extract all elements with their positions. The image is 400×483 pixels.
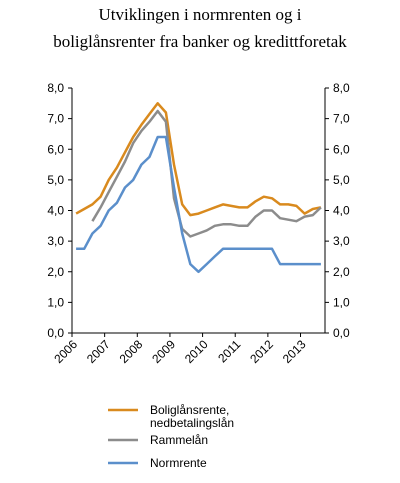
x-tick-label: 2012 <box>247 337 276 366</box>
y2-tick-label: 4,0 <box>333 204 350 218</box>
chart-title: Utviklingen i normrenten og i <box>98 5 301 24</box>
y2-tick-label: 7,0 <box>333 112 350 126</box>
y-tick-label: 2,0 <box>47 265 64 279</box>
y2-tick-label: 6,0 <box>333 142 350 156</box>
x-tick-label: 2013 <box>280 337 309 366</box>
y-tick-label: 3,0 <box>47 234 64 248</box>
series-line <box>76 135 321 274</box>
y-tick-label: 4,0 <box>47 204 64 218</box>
series-line <box>91 109 322 238</box>
series-line <box>75 102 322 217</box>
y-tick-label: 1,0 <box>47 295 64 309</box>
y2-tick-label: 5,0 <box>333 173 350 187</box>
y2-tick-label: 2,0 <box>333 265 350 279</box>
x-tick-label: 2011 <box>215 337 243 365</box>
y2-tick-label: 0,0 <box>333 326 350 340</box>
y-tick-label: 5,0 <box>47 173 64 187</box>
x-tick-label: 2008 <box>117 337 146 366</box>
y-tick-label: 0,0 <box>47 326 64 340</box>
x-tick-label: 2007 <box>84 337 113 366</box>
legend-label: Rammelån <box>150 433 208 447</box>
y2-tick-label: 1,0 <box>333 295 350 309</box>
x-tick-label: 2009 <box>149 337 178 366</box>
y-tick-label: 6,0 <box>47 142 64 156</box>
x-tick-label: 2010 <box>182 337 211 366</box>
x-tick-label: 2006 <box>51 337 80 366</box>
y2-tick-label: 3,0 <box>333 234 350 248</box>
legend-label: Boliglånsrente, nedbetalingslån <box>150 403 234 430</box>
y-tick-label: 8,0 <box>47 81 64 95</box>
y2-tick-label: 8,0 <box>333 81 350 95</box>
y-tick-label: 7,0 <box>47 112 64 126</box>
legend-label: Normrente <box>150 456 207 470</box>
chart-title: boliglånsrenter fra banker og kredittfor… <box>53 32 347 51</box>
